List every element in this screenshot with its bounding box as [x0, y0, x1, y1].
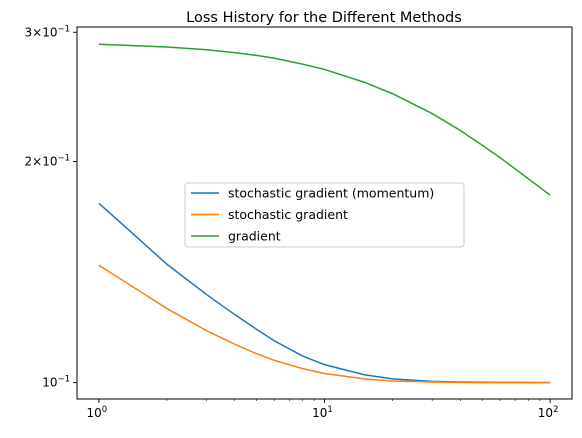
legend-label-1: stochastic gradient [228, 207, 348, 222]
y-tick-label: 10−1 [42, 375, 70, 390]
y-tick-label: 2×10−1 [25, 154, 71, 169]
legend-label-2: gradient [228, 229, 281, 244]
x-axis-ticks: 100 101 102 [87, 399, 559, 420]
chart-title: Loss History for the Different Methods [186, 10, 462, 26]
legend-label-0: stochastic gradient (momentum) [228, 186, 434, 201]
y-axis-ticks: 10−1 2×10−1 3×10−1 [25, 24, 78, 389]
x-tick-label: 102 [538, 405, 559, 420]
legend: stochastic gradient (momentum) stochastic… [185, 183, 464, 247]
series-line-2 [99, 44, 550, 195]
y-tick-label: 3×10−1 [25, 24, 71, 39]
x-tick-label: 101 [312, 405, 333, 420]
x-tick-label: 100 [87, 405, 108, 420]
